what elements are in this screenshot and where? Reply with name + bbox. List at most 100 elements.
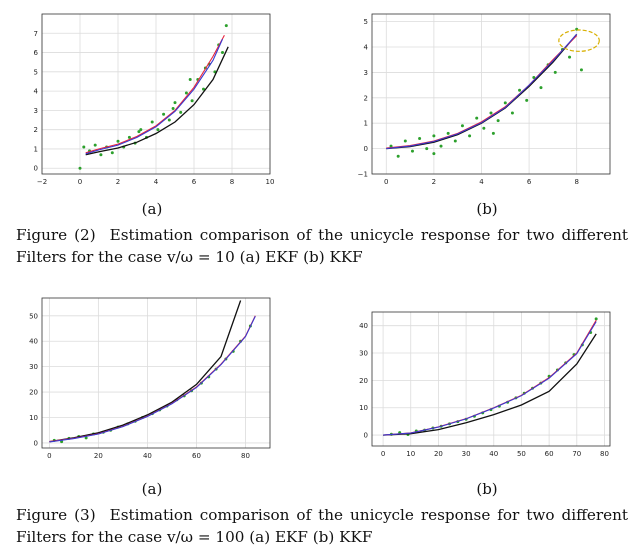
measurement-point (190, 99, 194, 103)
highlight-ellipse (558, 29, 600, 52)
x-tick-label: 60 (192, 452, 201, 460)
grid (41, 14, 271, 174)
x-tick-label: 2 (116, 178, 120, 186)
measurement-point (162, 112, 166, 116)
figure2-label-b: (b) (476, 200, 498, 218)
estimate-blue-line (383, 321, 597, 436)
grid (372, 14, 610, 175)
y-tick-label: −1 (358, 171, 368, 179)
measurement-point (432, 152, 436, 156)
measurement-point (93, 143, 97, 147)
measurement-point (579, 68, 583, 72)
measurement-point (184, 91, 188, 95)
y-tick-label: 4 (34, 88, 39, 96)
measurement-point (110, 151, 114, 155)
measurement-point (78, 166, 82, 170)
measurement-point (468, 134, 472, 138)
x-tick-label: 70 (572, 450, 581, 458)
estimate-blue-line (386, 33, 578, 150)
measurement-point (221, 51, 224, 55)
x-tick-label: 4 (479, 178, 484, 186)
measurement-point (127, 135, 131, 139)
figure3-caption-text: Estimation comparison of the unicycle re… (16, 506, 628, 546)
measurement-point (167, 118, 171, 122)
figure3-label-b: (b) (476, 480, 498, 498)
y-tick-label: 0 (364, 432, 368, 440)
measurement-point (173, 101, 177, 105)
estimate-blue-line (49, 316, 256, 443)
x-tick-label: 2 (432, 178, 436, 186)
measurement-point (518, 88, 522, 92)
y-tick-label: 3 (34, 107, 38, 115)
measurement-point (171, 106, 175, 110)
y-tick-label: 30 (359, 350, 368, 358)
estimate-red-line (383, 319, 597, 436)
y-tick-label: 6 (34, 49, 39, 57)
y-tick-label: 1 (364, 120, 368, 128)
figure3-label-a: (a) (141, 480, 163, 498)
measurement-point (510, 111, 514, 115)
y-tick-label: 0 (34, 165, 38, 173)
measurement-point (568, 55, 572, 59)
y-tick-label: 5 (364, 18, 368, 26)
estimate-red-line (85, 34, 225, 154)
x-tick-label: 60 (545, 450, 554, 458)
measurement-point (99, 153, 103, 157)
x-tick-label: 0 (381, 450, 385, 458)
y-tick-label: 10 (359, 404, 368, 412)
y-tick-label: 30 (29, 363, 38, 371)
y-tick-label: 40 (29, 338, 38, 346)
y-tick-label: 0 (34, 439, 38, 447)
measurement-point (156, 128, 160, 132)
y-tick-label: 50 (29, 312, 38, 320)
figure2b-plot: 0 2 4 6 8 −1 0 1 2 3 4 5 (350, 8, 620, 188)
measurement-point (403, 139, 407, 143)
measurement-point (202, 87, 205, 91)
x-tick-label: 40 (489, 450, 498, 458)
measurement-point (82, 145, 86, 149)
measurement-point (418, 136, 422, 140)
measurement-point (425, 147, 429, 151)
measurement-point (179, 110, 183, 114)
figure2-caption-text: Estimation comparison of the unicycle re… (16, 226, 628, 266)
x-tick-label: 80 (241, 452, 250, 460)
figure2b-svg: 0 2 4 6 8 −1 0 1 2 3 4 5 (358, 13, 611, 186)
measurement-point (460, 124, 464, 128)
measurement-point (396, 154, 400, 158)
measurement-point (532, 75, 536, 79)
y-tick-label: 7 (34, 30, 38, 38)
measurement-point (475, 116, 479, 120)
x-tick-label: 30 (462, 450, 471, 458)
measurement-point (224, 24, 228, 28)
figure3b-plot: 0 10 20 30 40 50 60 70 80 0 10 20 30 40 (350, 306, 620, 466)
figure2-caption: Figure (2) Estimation comparison of the u… (16, 224, 628, 268)
y-tick-label: 2 (364, 94, 368, 102)
x-tick-label: 50 (517, 450, 526, 458)
figure2a-plot: −2 0 2 4 6 8 10 0 1 2 3 4 5 6 7 (20, 8, 280, 188)
grid (42, 298, 270, 448)
plot-frame (371, 13, 611, 175)
x-tick-label: 20 (434, 450, 443, 458)
measurement-point (410, 149, 414, 153)
figure2-caption-number: Figure (2) (16, 226, 96, 244)
x-tick-label: 8 (230, 178, 234, 186)
y-tick-label: 1 (34, 145, 38, 153)
measurement-point (482, 126, 486, 130)
x-tick-label: 6 (527, 178, 532, 186)
x-tick-label: 0 (78, 178, 82, 186)
y-tick-label: 10 (29, 414, 38, 422)
figure3-caption-number: Figure (3) (16, 506, 96, 524)
y-tick-label: 5 (34, 68, 38, 76)
measurement-point (453, 139, 457, 143)
figure3-caption: Figure (3) Estimation comparison of the u… (16, 504, 628, 548)
measurement-point (432, 134, 436, 138)
y-tick-label: 20 (29, 389, 38, 397)
x-tick-label: −2 (37, 178, 47, 186)
true-path-line (49, 300, 242, 443)
figure3a-plot: 0 20 40 60 80 0 10 20 30 40 50 (20, 292, 280, 472)
plot-frame (371, 311, 611, 447)
estimate-red-line (49, 315, 256, 443)
x-tick-label: 6 (192, 178, 197, 186)
measurement-point (491, 131, 495, 135)
measurement-point (525, 98, 529, 102)
